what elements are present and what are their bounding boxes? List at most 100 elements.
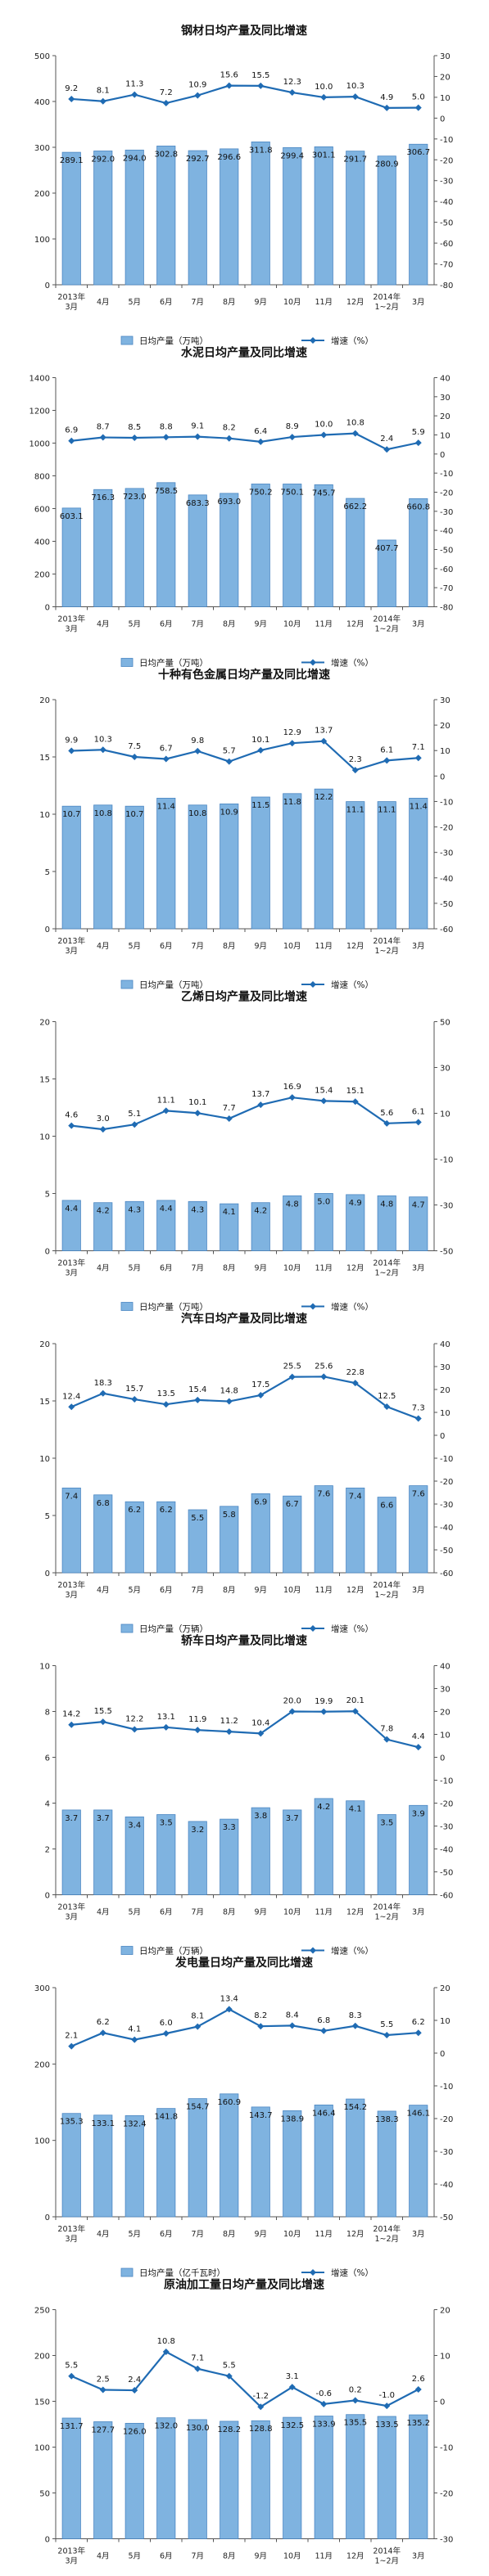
legend-line-marker <box>310 1947 316 1954</box>
category-label: 5月 <box>128 1264 141 1273</box>
bar-value-label: 11.8 <box>283 798 301 807</box>
bar <box>125 1200 144 1251</box>
bar-value-label: 4.2 <box>317 1803 330 1812</box>
category-label-line: 3月 <box>65 303 78 312</box>
legend-bar-label: 日均产量（万辆） <box>139 1946 208 1957</box>
bar-value-label: 4.7 <box>412 1201 425 1210</box>
category-label: 3月 <box>412 942 425 951</box>
category-label: 2014年 1~2月 <box>373 2224 401 2244</box>
bar-value-label: 292.0 <box>91 155 115 164</box>
bar <box>377 155 396 286</box>
legend-bar-swatch <box>120 1946 134 1955</box>
bar-value-label: 683.3 <box>186 499 210 508</box>
growth-value-label: 3.0 <box>97 1115 110 1124</box>
right-tick-label: -20 <box>440 824 453 833</box>
left-tick-label: 0 <box>45 2213 50 2222</box>
bar <box>314 2104 333 2218</box>
growth-value-label: 4.4 <box>412 1732 425 1741</box>
left-tick-label: 200 <box>34 571 50 580</box>
bar-value-label: 135.3 <box>60 2118 84 2127</box>
bar-value-label: 138.3 <box>375 2115 399 2124</box>
bar-value-label: 10.9 <box>220 808 238 817</box>
category-label: 3月 <box>412 1586 425 1595</box>
chart-title: 轿车日均产量及同比增速 <box>181 1634 307 1648</box>
bar <box>93 1809 113 1895</box>
bar-value-label: 662.2 <box>343 502 367 511</box>
bar-value-label: 291.7 <box>343 155 367 164</box>
growth-point <box>383 1403 391 1410</box>
growth-point <box>257 438 265 445</box>
bar-value-label: 716.3 <box>91 493 115 502</box>
category-label: 7月 <box>191 2552 204 2561</box>
growth-line <box>71 1710 419 1749</box>
left-tick-label: 0 <box>45 604 50 613</box>
bar <box>220 2421 239 2539</box>
right-tick-label: -80 <box>440 604 453 613</box>
bar <box>156 1501 176 1574</box>
right-tick-label: -60 <box>440 925 453 934</box>
bar-value-label: 5.8 <box>223 1511 236 1520</box>
right-tick-label: -10 <box>440 798 453 807</box>
bar-value-label: 132.0 <box>154 2422 178 2431</box>
bar-value-label: 745.7 <box>312 489 336 498</box>
category-label: 7月 <box>191 1908 204 1917</box>
category-label: 5月 <box>128 2552 141 2561</box>
growth-value-label: 13.5 <box>157 1389 175 1398</box>
right-tick-label: 20 <box>440 73 451 82</box>
legend-line-label: 增速（%） <box>331 1302 374 1313</box>
bar-value-label: 4.3 <box>128 1205 141 1214</box>
bar <box>93 1494 113 1574</box>
right-tick-label: 10 <box>440 1409 451 1418</box>
growth-point <box>194 747 201 754</box>
bar <box>377 2416 396 2539</box>
right-tick-label: -10 <box>440 470 453 479</box>
bar-value-label: 301.1 <box>312 151 336 160</box>
bar <box>409 1196 428 1251</box>
growth-point <box>225 435 233 442</box>
growth-point <box>414 439 422 447</box>
right-tick-label: 30 <box>440 1065 451 1074</box>
category-label-line: 2014年 <box>373 615 401 624</box>
growth-point <box>383 446 391 453</box>
bar <box>156 1814 176 1895</box>
growth-value-label: 17.5 <box>251 1380 269 1389</box>
bar <box>251 484 270 607</box>
right-tick-label: -60 <box>440 240 453 249</box>
growth-point <box>383 104 391 111</box>
growth-value-label: 15.6 <box>220 71 238 80</box>
growth-line <box>71 1097 419 1131</box>
right-tick-label: -40 <box>440 1846 453 1855</box>
bar-value-label: 292.7 <box>186 155 210 164</box>
growth-point <box>320 93 328 101</box>
bar-value-label: 6.6 <box>380 1502 393 1511</box>
category-label: 11月 <box>315 2230 333 2239</box>
category-label: 8月 <box>223 620 236 629</box>
category-label: 2014年 1~2月 <box>373 2547 401 2566</box>
growth-value-label: 11.1 <box>157 1096 175 1105</box>
bar <box>125 149 144 286</box>
growth-point <box>99 97 106 105</box>
category-label: 5月 <box>128 1586 141 1595</box>
right-tick-label: 40 <box>440 1340 451 1349</box>
bar <box>377 2110 396 2218</box>
growth-value-label: 6.1 <box>380 745 393 754</box>
bar <box>251 1493 270 1574</box>
left-tick-label: 15 <box>39 1398 50 1407</box>
bar-value-label: 11.1 <box>378 806 396 815</box>
bar-value-label: 128.2 <box>217 2425 241 2434</box>
right-tick-label: 20 <box>440 1984 451 1993</box>
bar <box>283 146 302 286</box>
bar <box>283 1495 302 1574</box>
growth-point <box>131 2036 138 2043</box>
left-tick-label: 200 <box>34 190 50 199</box>
bar <box>377 1497 396 1574</box>
left-tick-label: 600 <box>34 506 50 515</box>
category-label: 4月 <box>97 1908 110 1917</box>
bar <box>220 803 239 930</box>
growth-value-label: 15.5 <box>94 1707 112 1716</box>
bar <box>346 2414 365 2539</box>
growth-value-label: 15.4 <box>315 1086 333 1095</box>
chart-title: 十种有色金属日均产量及同比增速 <box>158 668 330 682</box>
growth-value-label: 10.0 <box>315 83 333 92</box>
right-tick-label: -40 <box>440 2181 453 2190</box>
